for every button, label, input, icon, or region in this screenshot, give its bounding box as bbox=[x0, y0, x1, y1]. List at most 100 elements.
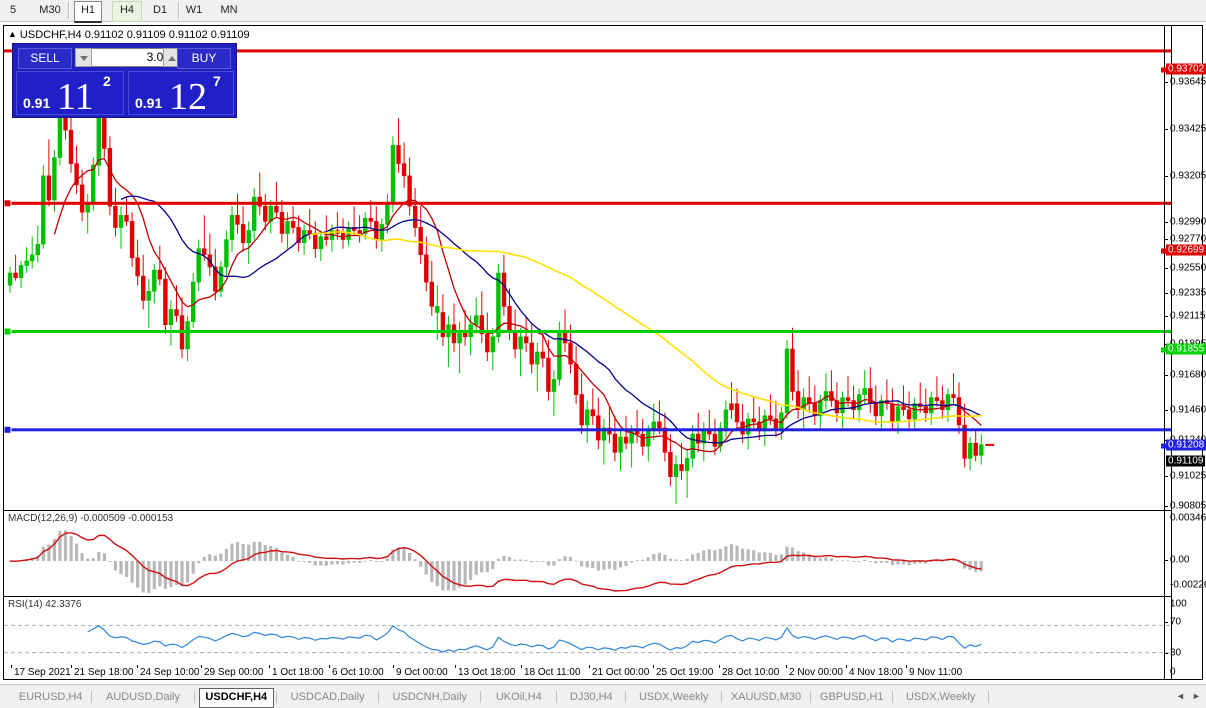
collapse-arrow-icon[interactable]: ▲ bbox=[8, 29, 17, 39]
macd-canvas bbox=[8, 530, 983, 593]
rsi-tick-label: 0 bbox=[1170, 666, 1176, 678]
price-tick-label: 0.92115 bbox=[1170, 310, 1206, 322]
price-tag-last-price[interactable]: 0.91109 bbox=[1166, 455, 1206, 467]
sell-price-big: 11 bbox=[57, 76, 94, 115]
toolbar-separator-2 bbox=[178, 2, 179, 19]
price-tag-support[interactable]: 0.91855 bbox=[1161, 343, 1206, 355]
sell-price-display[interactable]: 0.91 11 2 bbox=[16, 71, 124, 115]
rsi-label: RSI(14) 42.3376 bbox=[8, 599, 82, 610]
timeframe-button-m30[interactable]: M30 bbox=[39, 4, 61, 16]
chart-window: ▲ USDCHF,H4 0.91102 0.91109 0.91102 0.911… bbox=[3, 25, 1206, 680]
price-tag-handle[interactable] bbox=[1161, 347, 1166, 352]
time-tick-mark bbox=[71, 665, 72, 668]
price-tag-handle[interactable] bbox=[1161, 248, 1166, 253]
time-tick-label: 4 Nov 18:00 bbox=[849, 667, 903, 678]
price-tag-handle[interactable] bbox=[1161, 67, 1166, 72]
price-tag-resistance[interactable]: 0.92699 bbox=[1161, 244, 1206, 256]
tab-scroll-left-icon[interactable]: ◄ bbox=[1176, 691, 1185, 701]
price-tick-label: 0.92335 bbox=[1170, 287, 1206, 299]
window-tab-usdchf-h4[interactable]: USDCHF,H4 bbox=[198, 688, 274, 708]
time-tick-mark bbox=[719, 665, 720, 668]
price-tick-mark bbox=[1165, 375, 1168, 376]
time-tick-label: 6 Oct 10:00 bbox=[332, 667, 384, 678]
timeframe-button-mn[interactable]: MN bbox=[220, 4, 238, 16]
price-tick-mark bbox=[1165, 222, 1168, 223]
time-tick-mark bbox=[11, 665, 12, 668]
time-tick-label: 9 Nov 11:00 bbox=[909, 667, 963, 678]
buy-price-big: 12 bbox=[169, 76, 207, 115]
chart-window-tabbar[interactable]: ◄ ► EURUSD,H4 AUDUSD,Daily USDCHF,H4 USDCAD… bbox=[0, 684, 1206, 708]
price-tick-mark bbox=[1165, 239, 1168, 240]
price-tick-mark bbox=[1165, 129, 1168, 130]
price-tag-pivot[interactable]: 0.91208 bbox=[1161, 439, 1206, 451]
time-tick-mark bbox=[653, 665, 654, 668]
price-pane[interactable] bbox=[4, 36, 1172, 507]
window-tab-xauusd-m30[interactable]: XAUUSD,M30 bbox=[730, 691, 802, 703]
tab-separator bbox=[480, 691, 482, 703]
time-tick-mark bbox=[393, 665, 394, 668]
macd-tick-label: 0.003465 bbox=[1170, 512, 1206, 524]
price-tick-mark bbox=[1165, 176, 1168, 177]
timeframe-button-w1[interactable]: W1 bbox=[185, 4, 203, 16]
rsi-tick-mark bbox=[1165, 622, 1168, 623]
tab-separator bbox=[91, 691, 93, 703]
time-tick-mark bbox=[846, 665, 847, 668]
timeframe-button-d1[interactable]: D1 bbox=[152, 4, 168, 16]
buy-price-display[interactable]: 0.91 12 7 bbox=[128, 71, 234, 115]
time-tick-mark bbox=[329, 665, 330, 668]
price-tick-mark bbox=[1165, 476, 1168, 477]
time-tick-mark bbox=[201, 665, 202, 668]
price-tick-mark bbox=[1165, 410, 1168, 411]
buy-price-base: 0.91 bbox=[135, 95, 163, 111]
window-tab-usdx-weekly[interactable]: USDX,Weekly bbox=[905, 691, 976, 703]
time-tick-mark bbox=[589, 665, 590, 668]
rsi-pane[interactable]: RSI(14) 42.3376 bbox=[4, 596, 1172, 677]
time-tick-label: 25 Oct 19:00 bbox=[656, 667, 714, 678]
tab-separator bbox=[625, 691, 627, 703]
window-tab-eurusd-h4[interactable]: EURUSD,H4 bbox=[18, 691, 83, 703]
tab-separator bbox=[810, 691, 811, 703]
price-tick-label: 0.92990 bbox=[1170, 216, 1206, 228]
price-tick-mark bbox=[1165, 316, 1168, 317]
timeframe-button-h4[interactable]: H4 bbox=[112, 1, 142, 22]
window-tab-usdcad-daily[interactable]: USDCAD,Daily bbox=[290, 691, 365, 703]
time-tick-label: 9 Oct 00:00 bbox=[396, 667, 448, 678]
time-tick-label: 28 Oct 10:00 bbox=[722, 667, 780, 678]
time-tick-label: 17 Sep 2021 bbox=[14, 667, 71, 678]
candlestick-canvas bbox=[4, 49, 1172, 504]
tab-scroll-right-icon[interactable]: ► bbox=[1192, 691, 1201, 701]
macd-tick-mark bbox=[1165, 560, 1168, 561]
timeframe-button-h1[interactable]: H1 bbox=[74, 1, 102, 23]
volume-decrement-button[interactable] bbox=[75, 48, 92, 67]
chevron-down-icon bbox=[80, 56, 88, 61]
time-tick-label: 18 Oct 11:00 bbox=[524, 667, 581, 678]
sell-button[interactable]: SELL bbox=[18, 48, 72, 69]
price-tick-label: 0.93205 bbox=[1170, 170, 1206, 182]
window-tab-gbpusd-h1[interactable]: GBPUSD,H1 bbox=[819, 691, 884, 703]
window-tab-usdcnh-daily[interactable]: USDCNH,Daily bbox=[392, 691, 468, 703]
time-tick-mark bbox=[906, 665, 907, 668]
macd-tick-label: 0.00 bbox=[1170, 554, 1190, 566]
price-tick-mark bbox=[1165, 293, 1168, 294]
one-click-trading-panel[interactable]: SELL 3.00 BUY 0.91 11 2 0.91 12 7 bbox=[12, 43, 237, 118]
price-tag-handle[interactable] bbox=[1161, 443, 1166, 448]
buy-button[interactable]: BUY bbox=[177, 48, 231, 69]
window-tab-dj30-h4[interactable]: DJ30,H4 bbox=[569, 691, 613, 703]
price-tick-mark bbox=[1165, 82, 1168, 83]
rsi-tick-label: 30 bbox=[1170, 647, 1182, 659]
tab-separator bbox=[988, 691, 989, 703]
time-tick-mark bbox=[137, 665, 138, 668]
window-tab-ukoil-h4[interactable]: UKOil,H4 bbox=[495, 691, 542, 703]
price-tick-label: 0.92770 bbox=[1170, 233, 1206, 245]
timeframe-button-5[interactable]: 5 bbox=[9, 4, 17, 16]
price-scale[interactable]: 0.93645 0.93425 0.93205 0.92990 0.92770 0.925… bbox=[1161, 26, 1206, 679]
price-tag-resistance[interactable]: 0.93702 bbox=[1161, 63, 1206, 75]
buy-price-fraction: 7 bbox=[213, 73, 221, 89]
window-tab-usdx-weekly[interactable]: USDX,Weekly bbox=[638, 691, 709, 703]
window-tab-audusd-daily[interactable]: AUDUSD,Daily bbox=[106, 691, 180, 703]
sell-price-fraction: 2 bbox=[103, 73, 111, 89]
price-tick-mark bbox=[1165, 268, 1168, 269]
time-tick-label: 29 Sep 00:00 bbox=[204, 667, 264, 678]
macd-pane[interactable]: MACD(12,26,9) -0.000509 -0.000153 bbox=[4, 510, 1172, 595]
time-tick-mark bbox=[786, 665, 787, 668]
